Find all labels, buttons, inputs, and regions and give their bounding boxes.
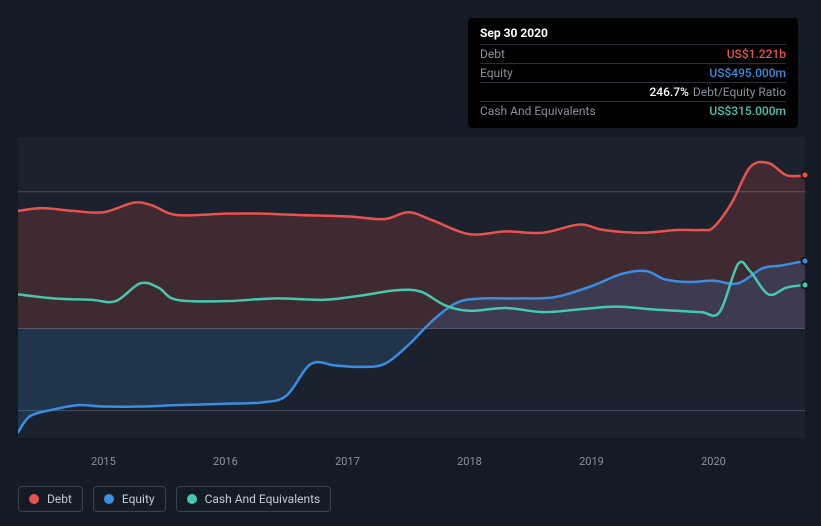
tooltip-row: 246.7%Debt/Equity Ratio <box>480 82 786 101</box>
x-axis-tick-label: 2016 <box>213 455 238 468</box>
legend-label: Cash And Equivalents <box>205 492 321 506</box>
legend-label: Equity <box>122 492 155 506</box>
x-axis-tick-label: 2018 <box>457 455 482 468</box>
legend-item-equity[interactable]: Equity <box>93 486 166 512</box>
tooltip-row-label: Debt <box>480 47 505 61</box>
tooltip-row-value: US$1.221b <box>727 47 786 61</box>
x-axis-tick-label: 2020 <box>701 455 726 468</box>
tooltip-row-value: US$315.000m <box>709 104 786 118</box>
x-axis-labels: 2015 2016 2017 2018 2019 2020 <box>18 448 805 468</box>
debt-equity-chart: US$1bUS$0-US$600m 2015201620172018201920… <box>18 120 805 468</box>
x-axis-tick-label: 2017 <box>335 455 360 468</box>
tooltip-row-value: 246.7%Debt/Equity Ratio <box>649 85 786 99</box>
tooltip-date: Sep 30 2020 <box>480 26 786 40</box>
x-axis-tick-label: 2019 <box>579 455 604 468</box>
chart-plot-area[interactable] <box>18 137 805 438</box>
x-axis-tick-label: 2015 <box>91 455 116 468</box>
series-end-marker <box>801 171 810 180</box>
series-end-marker <box>801 256 810 265</box>
legend-dot-icon <box>29 494 39 504</box>
tooltip-row: Cash And Equivalents US$315.000m <box>480 101 786 120</box>
legend-item-debt[interactable]: Debt <box>18 486 83 512</box>
legend-dot-icon <box>187 494 197 504</box>
tooltip-row-label: Cash And Equivalents <box>480 104 596 118</box>
chart-tooltip: Sep 30 2020 Debt US$1.221b Equity US$495.00… <box>468 18 798 128</box>
legend-item-cash[interactable]: Cash And Equivalents <box>176 486 332 512</box>
series-end-marker <box>801 280 810 289</box>
legend-dot-icon <box>104 494 114 504</box>
chart-legend: Debt Equity Cash And Equivalents <box>18 486 331 512</box>
tooltip-row-label: Equity <box>480 66 513 80</box>
tooltip-row: Debt US$1.221b <box>480 44 786 63</box>
legend-label: Debt <box>47 492 72 506</box>
tooltip-row: Equity US$495.000m <box>480 63 786 82</box>
tooltip-row-value: US$495.000m <box>709 66 786 80</box>
